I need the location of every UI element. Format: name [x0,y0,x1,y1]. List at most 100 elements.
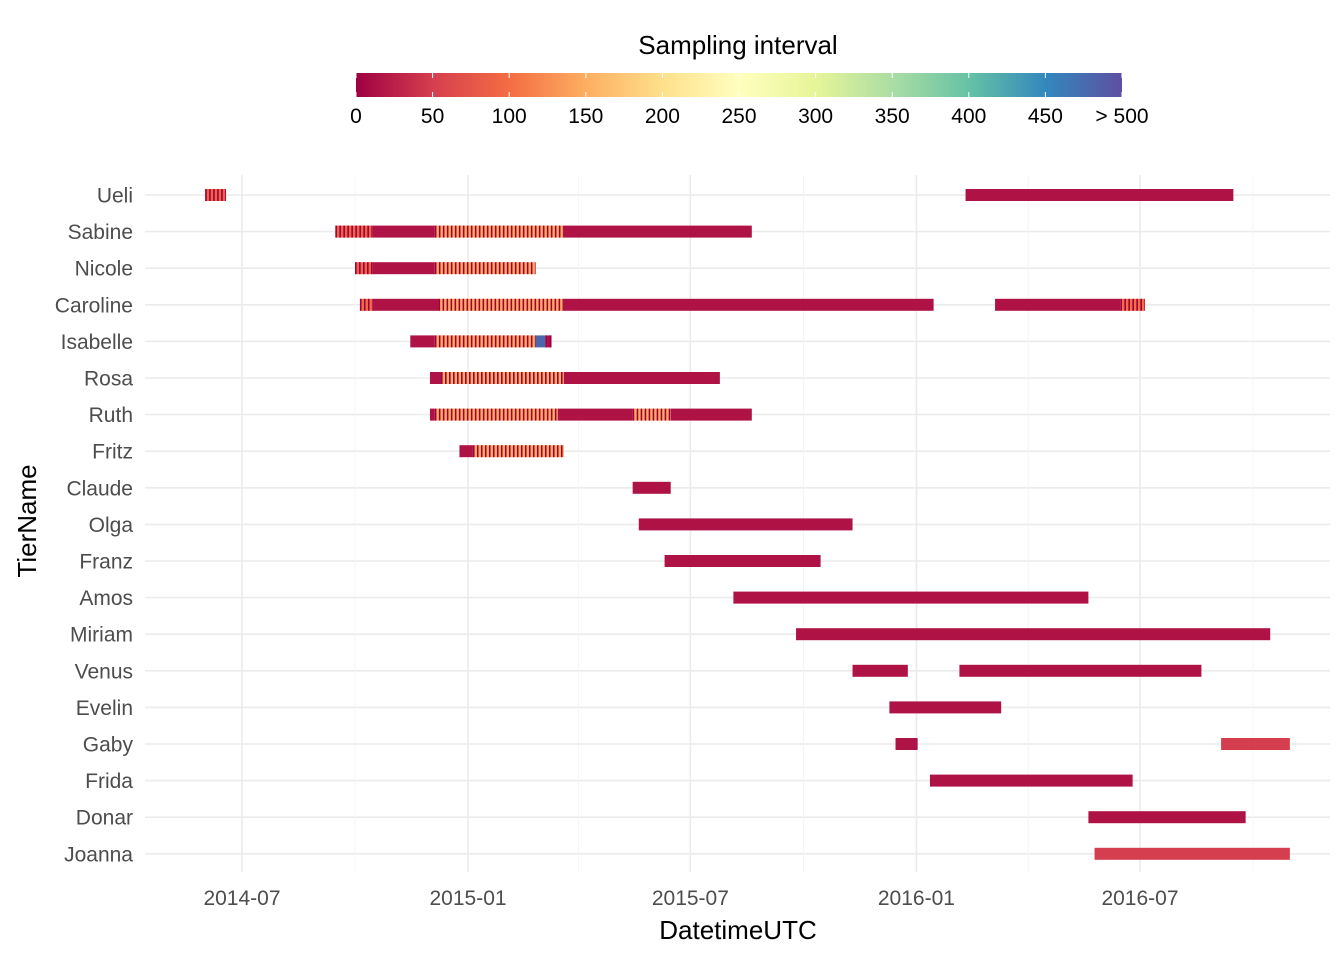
segment-stripe [502,262,505,275]
segment-stripe [1120,298,1122,311]
segment-caroline-3 [438,298,564,311]
segment-stripe [481,372,483,384]
segment-rosa-1 [429,372,442,384]
series-sabine [335,225,752,238]
segment-stripe [371,262,373,275]
segment-olga-1 [638,518,853,531]
segment-stripe [490,225,493,238]
segment-stripe [534,335,536,348]
segment-stripe [213,189,215,201]
segment-franz-1 [664,555,821,567]
segment-stripe [359,262,361,275]
segment-stripe [470,225,473,238]
segment-stripe [522,225,525,238]
segment-stripe [442,262,445,275]
segment-stripe [445,372,447,384]
segment-stripe [557,372,559,384]
segment-stripe [473,372,475,384]
segment-stripe [545,335,548,348]
series-franz [664,555,821,567]
segment-stripe [355,262,357,275]
segment-stripe [225,189,227,201]
segment-stripe [530,335,533,348]
x-axis-tick-labels: 2014-07 2015-01 2015-07 2016-01 2016-07 [203,887,1178,910]
segment-stripe [335,225,337,238]
segment-stripe [482,298,485,311]
segment-stripe [530,225,533,238]
segment-stripe [474,225,477,238]
segment-stripe [339,225,341,238]
y-tick-label-ueli: Ueli [97,185,133,208]
segment-stripe [510,262,513,275]
series-gaby [895,738,1290,750]
segment-stripe [528,445,531,458]
y-tick-label-sabine: Sabine [68,221,133,244]
legend-tick-label-400: 400 [951,105,986,128]
x-tick-label-2014-07: 2014-07 [203,887,280,910]
segment-stripe [562,298,564,311]
segment-miriam-1 [796,628,1271,641]
y-tick-label-olga: Olga [89,514,134,537]
segment-stripe [472,445,475,458]
segment-stripe [458,262,461,275]
segment-stripe [554,408,557,421]
segment-stripe [470,335,473,348]
segment-stripe [510,408,513,421]
segment-stripe [532,445,535,458]
segment-stripe [502,298,505,311]
segment-stripe [434,225,437,238]
segment-stripe [371,225,373,238]
segment-rosa-3 [563,372,720,384]
segment-stripe [457,372,459,384]
segment-evelin-1 [889,701,1002,714]
segment-stripe [492,445,495,458]
segment-stripe [470,262,473,275]
y-tick-label-evelin: Evelin [76,697,133,720]
segment-stripe [454,225,457,238]
x-axis-title: DatetimeUTC [659,915,816,945]
legend-tick-label-100: 100 [492,105,527,128]
segment-isabelle-3 [535,335,546,348]
segment-stripe [644,408,647,421]
segment-ruth-1 [429,408,435,421]
y-tick-label-isabelle: Isabelle [61,331,133,354]
series-frida [929,774,1133,787]
segment-stripe [652,408,655,421]
y-tick-label-franz: Franz [79,551,133,574]
series-rosa [429,372,720,384]
segment-stripe [484,445,487,458]
segment-stripe [363,298,366,311]
segment-stripe [434,262,437,275]
segment-stripe [514,262,517,275]
series-ruth [429,408,752,421]
x-tick-label-2016-01: 2016-01 [878,887,955,910]
segment-stripe [553,372,555,384]
series-olga [638,518,853,531]
segment-stripe [518,408,521,421]
segment-stripe [486,298,489,311]
segment-stripe [486,335,489,348]
segment-donar-1 [1088,811,1246,824]
segment-stripe [454,408,457,421]
segment-stripe [562,225,564,238]
segment-stripe [541,372,543,384]
segment-stripe [474,408,477,421]
segment-stripe [518,335,521,348]
y-tick-label-frida: Frida [85,770,133,793]
segment-stripe [363,225,365,238]
segment-stripe [438,262,441,275]
segment-stripe [640,408,643,421]
segment-isabelle-4 [545,335,552,348]
series-donar [1088,811,1246,824]
y-tick-label-donar: Donar [76,807,133,830]
segment-sabine-4 [563,225,752,238]
segment-venus-1 [852,664,908,677]
segment-stripe [494,225,497,238]
segment-stripe [359,225,361,238]
segment-ueli-1 [205,189,227,201]
segment-stripe [524,445,527,458]
segment-stripe [480,445,483,458]
segment-stripe [530,408,533,421]
x-tick-label-2016-07: 2016-07 [1101,887,1178,910]
segment-stripe [434,335,437,348]
